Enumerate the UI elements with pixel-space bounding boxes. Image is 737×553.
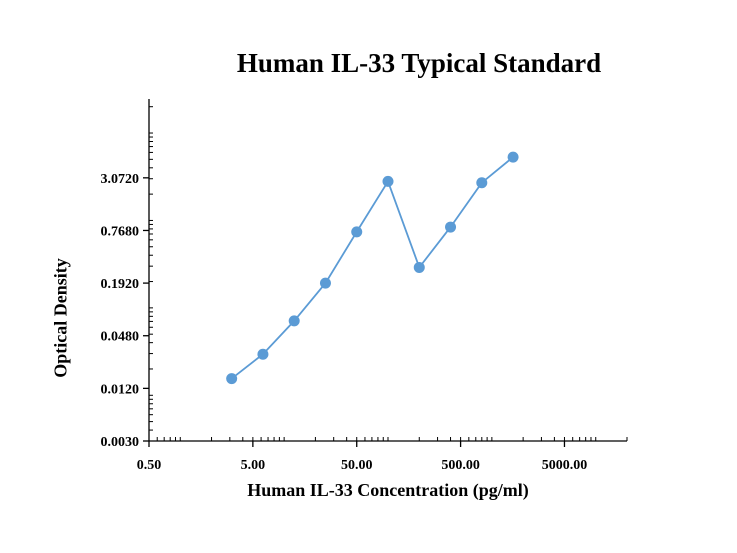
data-point (226, 373, 238, 385)
data-point (382, 175, 394, 187)
y-tick-label: 0.0030 (101, 435, 140, 450)
x-tick-label: 500.00 (441, 458, 480, 473)
series-line (231, 156, 514, 380)
data-point (257, 348, 269, 360)
y-tick-label: 0.7680 (101, 224, 140, 239)
y-axis-label: Optical Density (50, 258, 71, 378)
y-tick-label: 3.0720 (101, 172, 140, 187)
x-tick-label: 5.00 (241, 458, 266, 473)
data-point (445, 221, 457, 233)
data-point (476, 177, 488, 189)
data-point (288, 315, 300, 327)
x-tick-label: 50.00 (341, 458, 373, 473)
x-tick-label: 5000.00 (542, 458, 588, 473)
chart-title: Human IL-33 Typical Standard (236, 48, 602, 78)
data-point (413, 261, 425, 273)
y-tick-label: 0.1920 (101, 277, 140, 292)
data-point (507, 151, 519, 163)
data-point (319, 277, 331, 289)
data-point (351, 226, 363, 238)
x-axis-label: Human IL-33 Concentration (pg/ml) (247, 480, 529, 500)
x-tick-label: 0.50 (137, 458, 162, 473)
y-tick-label: 0.0120 (101, 382, 140, 397)
y-tick-label: 0.0480 (101, 330, 140, 345)
